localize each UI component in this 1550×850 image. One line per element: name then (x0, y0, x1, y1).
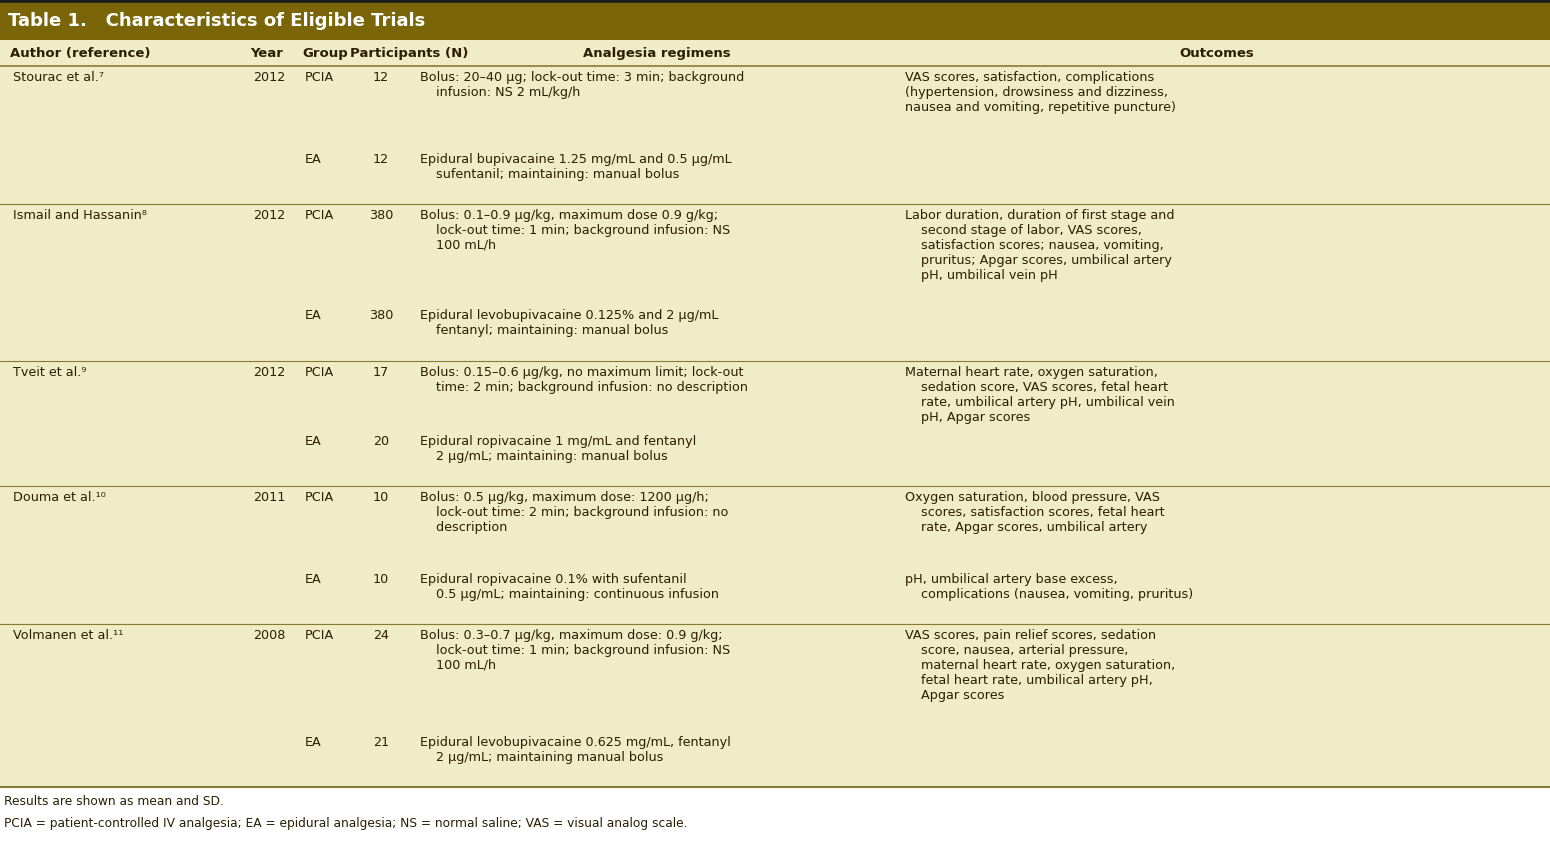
Bar (0, 486, 1550, 568)
Text: Outcomes: Outcomes (1180, 47, 1254, 60)
Bar (0, 429, 1550, 486)
Text: 2012: 2012 (253, 209, 285, 222)
Text: Bolus: 0.1–0.9 μg/kg, maximum dose 0.9 g/kg;
    lock-out time: 1 min; backgroun: Bolus: 0.1–0.9 μg/kg, maximum dose 0.9 g… (420, 209, 730, 252)
Text: 20: 20 (374, 434, 389, 448)
Text: Epidural ropivacaine 0.1% with sufentanil
    0.5 μg/mL; maintaining: continuous: Epidural ropivacaine 0.1% with sufentani… (420, 573, 719, 601)
Bar (0, 40, 1550, 66)
Text: Tveit et al.⁹: Tveit et al.⁹ (12, 366, 87, 378)
Text: 2012: 2012 (253, 71, 285, 84)
Text: 24: 24 (374, 629, 389, 642)
Text: Epidural levobupivacaine 0.125% and 2 μg/mL
    fentanyl; maintaining: manual bo: Epidural levobupivacaine 0.125% and 2 μg… (420, 309, 718, 337)
Text: Epidural ropivacaine 1 mg/mL and fentanyl
    2 μg/mL; maintaining: manual bolus: Epidural ropivacaine 1 mg/mL and fentany… (420, 434, 696, 462)
Text: Epidural bupivacaine 1.25 mg/mL and 0.5 μg/mL
    sufentanil; maintaining: manua: Epidural bupivacaine 1.25 mg/mL and 0.5 … (420, 152, 732, 180)
Text: 10: 10 (374, 573, 389, 586)
Text: Labor duration, duration of first stage and
    second stage of labor, VAS score: Labor duration, duration of first stage … (905, 209, 1175, 282)
Text: 10: 10 (374, 491, 389, 504)
Text: EA: EA (305, 152, 322, 166)
Text: PCIA = patient-controlled IV analgesia; EA = epidural analgesia; NS = normal sal: PCIA = patient-controlled IV analgesia; … (5, 817, 688, 830)
Text: Ismail and Hassanin⁸: Ismail and Hassanin⁸ (12, 209, 147, 222)
Text: 12: 12 (374, 152, 389, 166)
Text: Stourac et al.⁷: Stourac et al.⁷ (12, 71, 104, 84)
Text: VAS scores, satisfaction, complications
(hypertension, drowsiness and dizziness,: VAS scores, satisfaction, complications … (905, 71, 1176, 114)
Text: Douma et al.¹⁰: Douma et al.¹⁰ (12, 491, 105, 504)
Text: 17: 17 (374, 366, 389, 378)
Text: 21: 21 (374, 735, 389, 749)
Text: VAS scores, pain relief scores, sedation
    score, nausea, arterial pressure,
 : VAS scores, pain relief scores, sedation… (905, 629, 1175, 702)
Text: Author (reference): Author (reference) (9, 47, 150, 60)
Text: PCIA: PCIA (305, 366, 335, 378)
Text: PCIA: PCIA (305, 491, 335, 504)
Text: PCIA: PCIA (305, 629, 335, 642)
Text: PCIA: PCIA (305, 209, 335, 222)
Text: Bolus: 0.3–0.7 μg/kg, maximum dose: 0.9 g/kg;
    lock-out time: 1 min; backgrou: Bolus: 0.3–0.7 μg/kg, maximum dose: 0.9 … (420, 629, 730, 672)
Text: Maternal heart rate, oxygen saturation,
    sedation score, VAS scores, fetal he: Maternal heart rate, oxygen saturation, … (905, 366, 1175, 423)
Text: Year: Year (250, 47, 282, 60)
Text: pH, umbilical artery base excess,
    complications (nausea, vomiting, pruritus): pH, umbilical artery base excess, compli… (905, 573, 1194, 601)
Text: EA: EA (305, 309, 322, 322)
Text: Results are shown as mean and SD.: Results are shown as mean and SD. (5, 795, 223, 808)
Bar (0, 204, 1550, 304)
Bar (0, 304, 1550, 360)
Bar (0, 360, 1550, 429)
Text: Bolus: 0.5 μg/kg, maximum dose: 1200 μg/h;
    lock-out time: 2 min; background : Bolus: 0.5 μg/kg, maximum dose: 1200 μg/… (420, 491, 728, 534)
Text: Bolus: 0.15–0.6 μg/kg, no maximum limit; lock-out
    time: 2 min; background in: Bolus: 0.15–0.6 μg/kg, no maximum limit;… (420, 366, 749, 394)
Bar (0, 730, 1550, 787)
Text: Volmanen et al.¹¹: Volmanen et al.¹¹ (12, 629, 124, 642)
Text: EA: EA (305, 434, 322, 448)
Text: Participants (N): Participants (N) (350, 47, 468, 60)
Bar (0, 2, 1550, 40)
Text: PCIA: PCIA (305, 71, 335, 84)
Text: Epidural levobupivacaine 0.625 mg/mL, fentanyl
    2 μg/mL; maintaining manual b: Epidural levobupivacaine 0.625 mg/mL, fe… (420, 735, 730, 763)
Text: 380: 380 (369, 209, 394, 222)
Text: Table 1.   Characteristics of Eligible Trials: Table 1. Characteristics of Eligible Tri… (8, 12, 425, 30)
Text: 2011: 2011 (253, 491, 285, 504)
Bar (0, 66, 1550, 148)
Text: Oxygen saturation, blood pressure, VAS
    scores, satisfaction scores, fetal he: Oxygen saturation, blood pressure, VAS s… (905, 491, 1164, 534)
Bar (0, 148, 1550, 204)
Text: 2012: 2012 (253, 366, 285, 378)
Text: 12: 12 (374, 71, 389, 84)
Text: EA: EA (305, 573, 322, 586)
Text: 2008: 2008 (253, 629, 285, 642)
Text: Analgesia regimens: Analgesia regimens (583, 47, 730, 60)
Bar (0, 568, 1550, 624)
Text: EA: EA (305, 735, 322, 749)
Text: 380: 380 (369, 309, 394, 322)
Text: Group: Group (302, 47, 347, 60)
Bar (0, 624, 1550, 730)
Text: Bolus: 20–40 μg; lock-out time: 3 min; background
    infusion: NS 2 mL/kg/h: Bolus: 20–40 μg; lock-out time: 3 min; b… (420, 71, 744, 99)
